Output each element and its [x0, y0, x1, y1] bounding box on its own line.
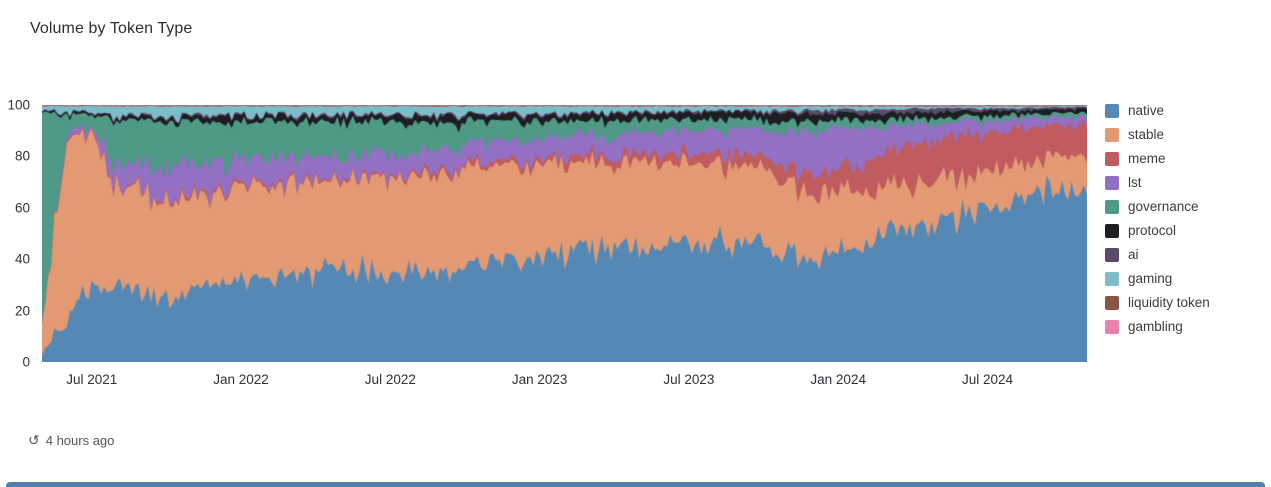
legend-label: native [1128, 103, 1165, 118]
legend-swatch-icon [1105, 223, 1119, 238]
legend-label: lst [1128, 175, 1142, 190]
y-tick-label: 20 [14, 303, 30, 319]
y-tick-label: 40 [14, 251, 30, 267]
legend-item-ai[interactable]: ai [1105, 247, 1265, 262]
legend-item-meme[interactable]: meme [1105, 151, 1265, 166]
legend-swatch-icon [1105, 271, 1119, 286]
page-edge-strip [6, 482, 1265, 487]
x-tick-label: Jan 2023 [511, 372, 568, 387]
x-tick-label: Jul 2024 [961, 372, 1013, 387]
last-updated: ↺ 4 hours ago [28, 431, 115, 449]
y-axis: 0 20 40 60 80 100 [0, 98, 34, 370]
history-clock-icon: ↺ [28, 431, 40, 448]
legend-label: gaming [1128, 271, 1173, 286]
legend-item-stable[interactable]: stable [1105, 127, 1265, 142]
legend-label: governance [1128, 199, 1199, 214]
x-tick-label: Jan 2024 [810, 372, 866, 387]
x-tick-label: Jul 2023 [663, 372, 715, 387]
legend-item-gaming[interactable]: gaming [1105, 271, 1265, 286]
stacked-area-plot[interactable] [42, 105, 1087, 362]
legend-item-governance[interactable]: governance [1105, 199, 1265, 214]
legend-swatch-icon [1105, 151, 1119, 166]
legend-label: meme [1128, 151, 1166, 166]
y-tick-label: 0 [22, 354, 30, 370]
legend-label: ai [1128, 247, 1139, 262]
legend-label: gambling [1128, 319, 1183, 334]
legend-swatch-icon [1105, 127, 1119, 142]
legend-item-liquidity-token[interactable]: liquidity token [1105, 295, 1265, 310]
y-tick-label: 80 [14, 148, 30, 164]
last-updated-text: 4 hours ago [45, 433, 115, 448]
legend-swatch-icon [1105, 247, 1119, 262]
legend-label: stable [1128, 127, 1165, 142]
legend-swatch-icon [1105, 103, 1119, 118]
plot-area[interactable] [42, 105, 1087, 362]
chart-title: Volume by Token Type [30, 20, 193, 37]
legend-item-protocol[interactable]: protocol [1105, 223, 1265, 238]
legend-swatch-icon [1105, 199, 1119, 214]
legend-item-gambling[interactable]: gambling [1105, 319, 1265, 334]
legend-swatch-icon [1105, 319, 1119, 334]
x-tick-label: Jan 2022 [213, 372, 269, 387]
x-tick-label: Jul 2022 [364, 372, 416, 387]
y-tick-label: 100 [7, 97, 30, 113]
y-tick-label: 60 [14, 200, 30, 216]
legend-item-native[interactable]: native [1105, 103, 1265, 118]
x-axis: Jul 2021 Jan 2022 Jul 2022 Jan 2023 Jul 2023… [42, 372, 1087, 392]
legend-label: protocol [1128, 223, 1177, 238]
legend-swatch-icon [1105, 295, 1119, 310]
x-tick-label: Jul 2021 [66, 372, 118, 387]
legend: native stable meme lst governance protocol ai g… [1105, 103, 1265, 343]
legend-item-lst[interactable]: lst [1105, 175, 1265, 190]
legend-label: liquidity token [1128, 295, 1210, 310]
legend-swatch-icon [1105, 175, 1119, 190]
